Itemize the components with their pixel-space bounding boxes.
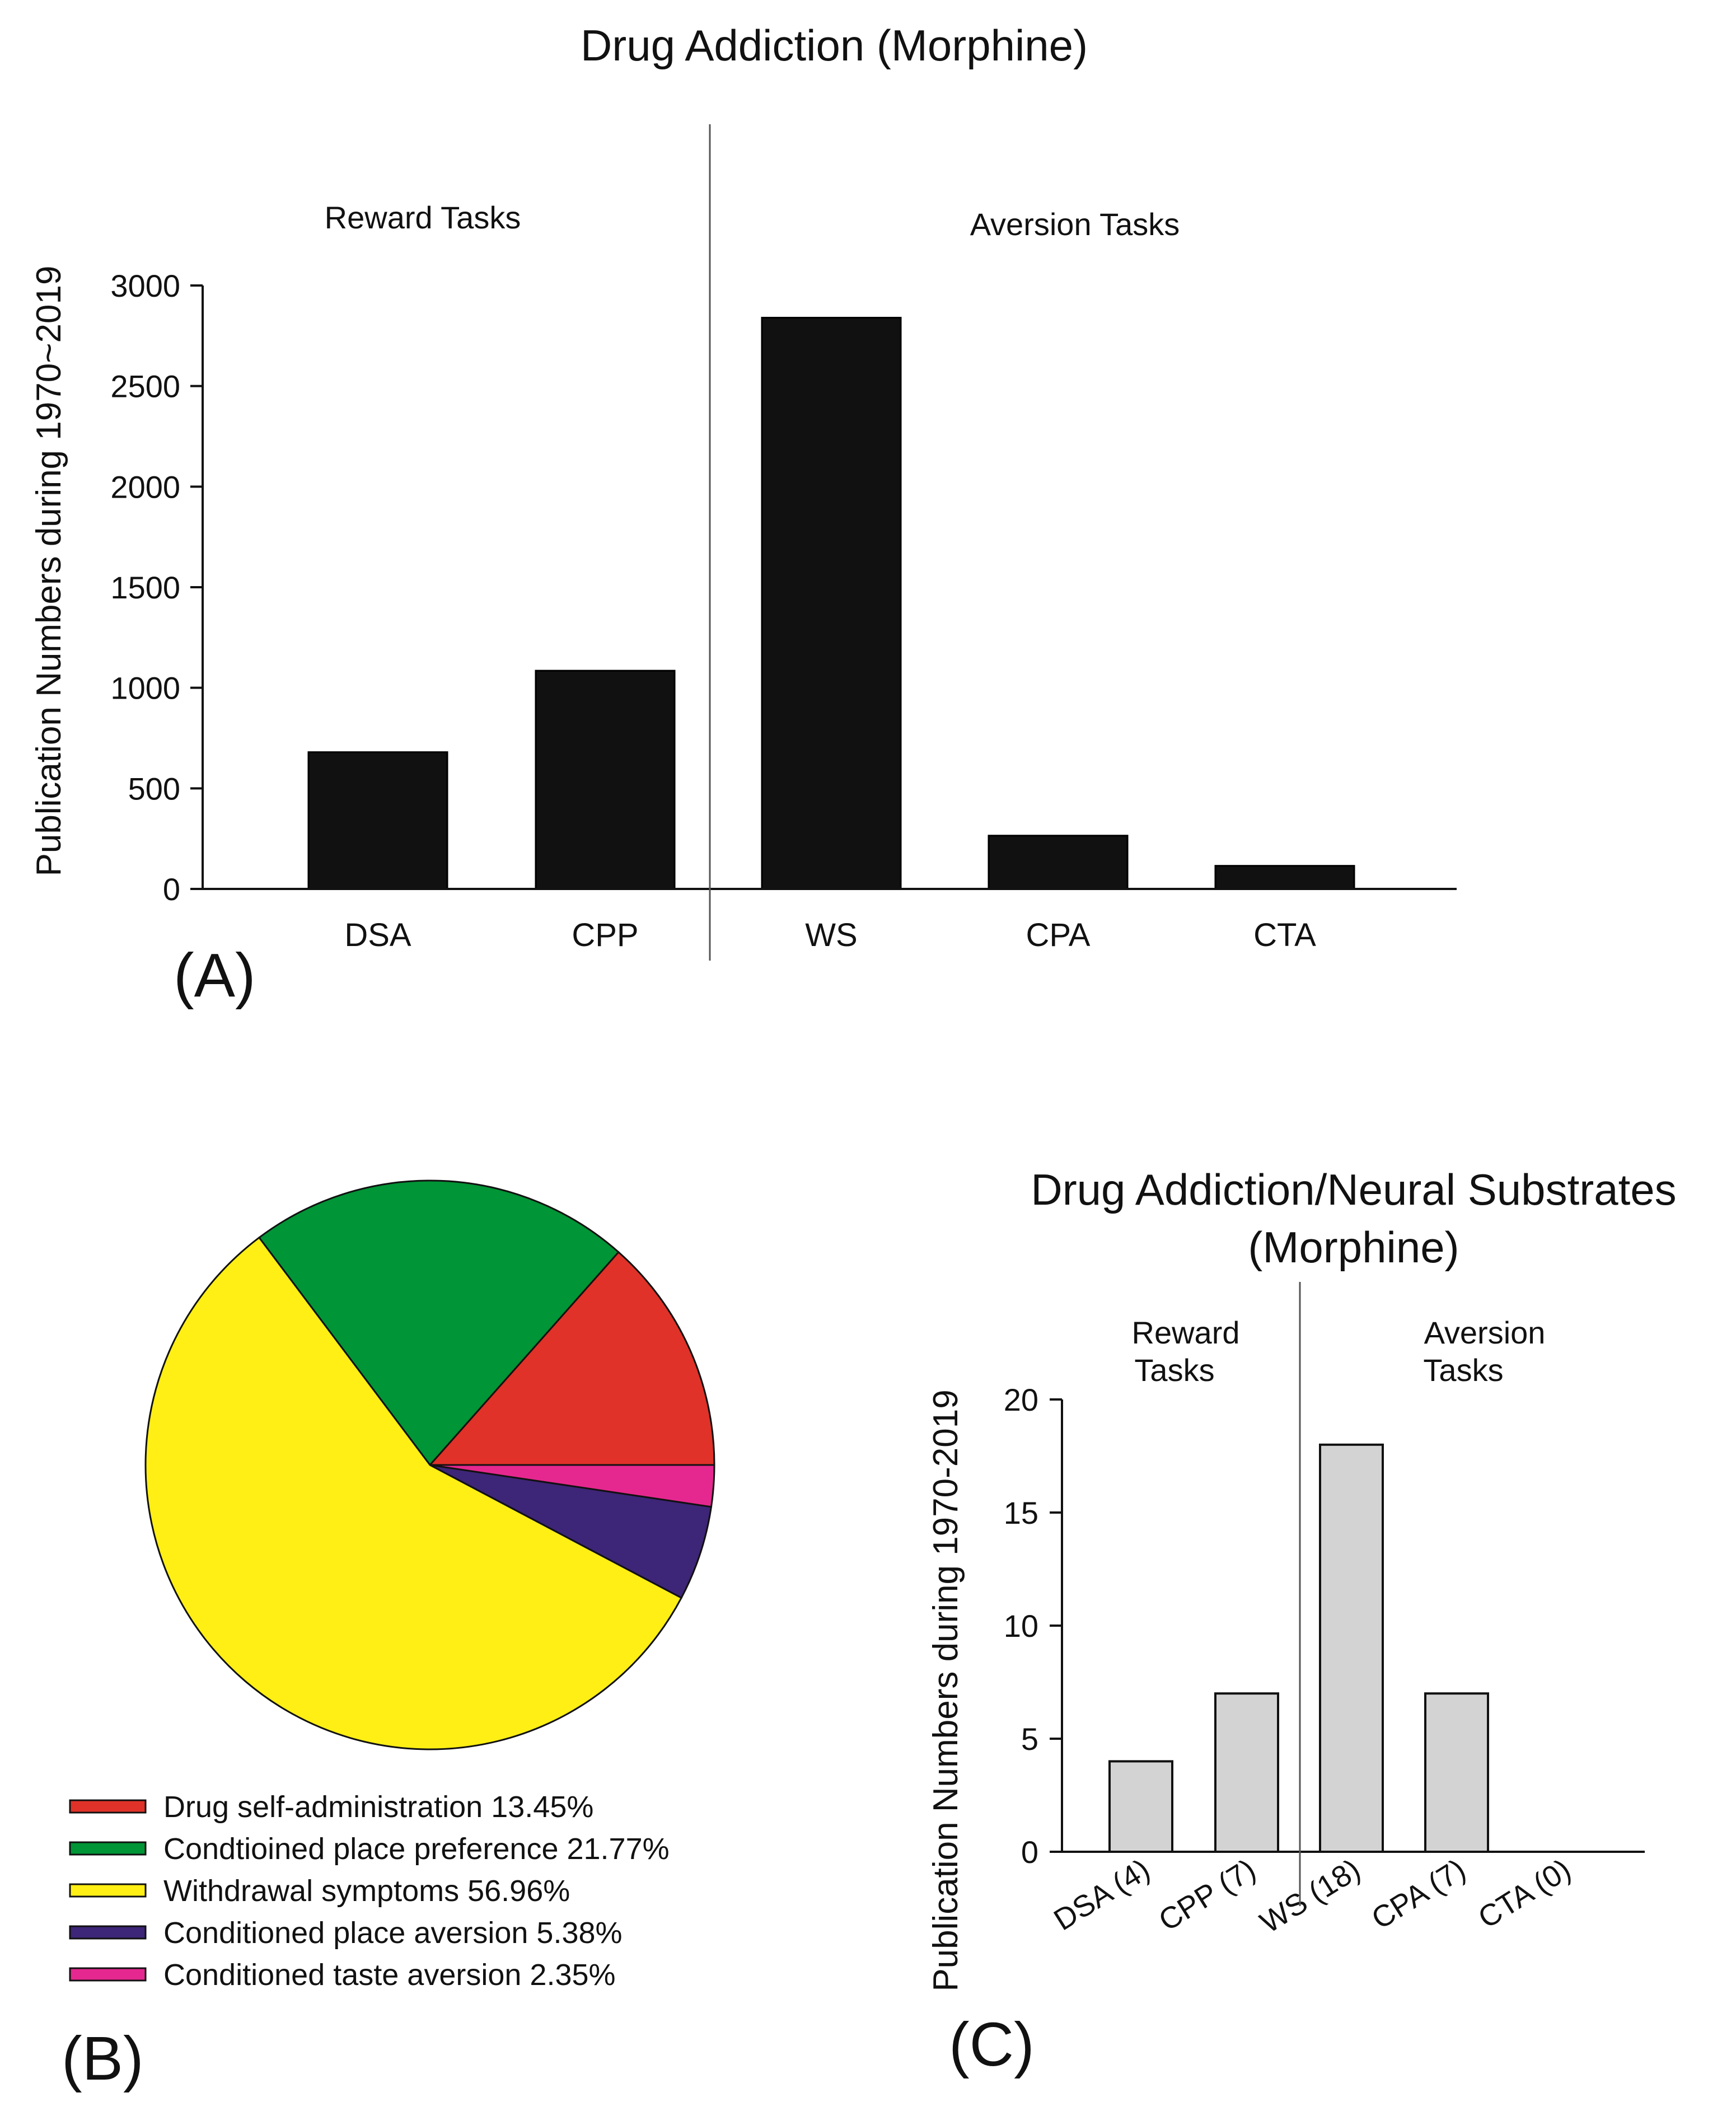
panel-b-slice-drug-self-administration <box>428 1251 715 1466</box>
panel-c-bar-dsa-4 <box>1108 1760 1173 1853</box>
panel-a-x-tick-label-dsa: DSA <box>344 917 411 953</box>
panel-b-legend: Drug self-administration 13.45% Condtioin… <box>69 1790 670 1992</box>
panel-b-legend-label: Condtioined place preference 21.77% <box>163 1832 670 1866</box>
panel-a-title: Drug Addiction (Morphine) <box>581 21 1088 70</box>
panel-b-pie-chart: Drug self-administration 13.45% Condtioin… <box>62 1179 715 2093</box>
panel-b-legend-label: Withdrawal symptoms 56.96% <box>163 1874 570 1908</box>
panel-a-bar-cpa <box>988 835 1129 890</box>
panel-a-y-tick-label: 500 <box>128 771 180 806</box>
panel-b-legend-swatch <box>69 1799 147 1814</box>
panel-a-y-ticks: 0 500 1000 1500 2000 2500 3000 <box>110 268 203 907</box>
panel-b-slices <box>144 1179 715 1750</box>
panel-c-bar-ws-18 <box>1319 1443 1384 1853</box>
panel-c-x-tick-label-cpa-7: CPA (7) <box>1366 1852 1472 1936</box>
panel-b-slice-withdrawal-symptoms <box>144 1236 683 1750</box>
panel-b-slice-conditioned-place-aversion <box>429 1464 713 1599</box>
panel-a-x-tick-labels: DSA CPP WS CPA CTA <box>344 917 1316 953</box>
panel-a-bar-chart: Drug Addiction (Morphine) Reward Tasks A… <box>30 21 1457 1010</box>
panel-a-y-tick-label: 3000 <box>110 268 180 303</box>
panel-b-label: (B) <box>62 2024 144 2093</box>
panel-c-label: (C) <box>949 2010 1035 2079</box>
panel-c-y-tick-label: 0 <box>1021 1834 1038 1870</box>
panel-b-legend-label: Conditioned place aversion 5.38% <box>163 1916 623 1950</box>
panel-a-group-label-aversion: Aversion Tasks <box>970 207 1180 242</box>
panel-a-bars <box>307 316 1355 890</box>
panel-c-group-label-reward-line1: Reward <box>1132 1315 1240 1350</box>
panel-a-y-tick-label: 1500 <box>110 570 180 605</box>
panel-a-y-tick-label: 0 <box>163 872 180 907</box>
panel-a-x-tick-label-cpp: CPP <box>572 917 638 953</box>
panel-c-subtitle: (Morphine) <box>1248 1223 1459 1272</box>
panel-a-bar-dsa <box>307 751 448 890</box>
panel-a-x-tick-label-ws: WS <box>805 917 857 953</box>
panel-b-legend-label: Conditioned taste aversion 2.35% <box>163 1958 616 1992</box>
panel-b-legend-swatch <box>69 1841 147 1856</box>
panel-c-y-axis-label: Publication Numbers during 1970-2019 <box>927 1389 965 1991</box>
panel-a-bar-cta <box>1214 865 1355 890</box>
panel-c-x-tick-label-cpp-7: CPP (7) <box>1153 1852 1262 1937</box>
panel-c-group-label-reward-line2: Tasks <box>1134 1352 1214 1388</box>
panel-a-bar-ws <box>761 316 902 890</box>
panel-b-legend-swatch <box>69 1883 147 1898</box>
panel-a-bar-cpp <box>535 670 676 890</box>
panel-a-label: (A) <box>174 941 256 1010</box>
panel-b-legend-swatch <box>69 1925 147 1940</box>
panel-c-y-tick-label: 10 <box>1004 1608 1038 1644</box>
panel-c-y-tick-label: 15 <box>1004 1495 1038 1530</box>
panel-c-x-tick-label-cta-0: CTA (0) <box>1472 1852 1576 1935</box>
panel-b-legend-label: Drug self-administration 13.45% <box>163 1790 593 1824</box>
panel-a-x-tick-label-cpa: CPA <box>1026 917 1091 953</box>
panel-c-x-tick-label-dsa-4: DSA (4) <box>1048 1852 1155 1937</box>
panel-a-y-axis-label: Publication Numbers during 1970~2019 <box>30 266 68 877</box>
panel-c-bars <box>1108 1443 1489 1853</box>
panel-c-y-tick-label: 20 <box>1004 1382 1038 1417</box>
panel-c-title: Drug Addiction/Neural Substrates <box>1031 1165 1676 1214</box>
panel-c-bar-cpa-7 <box>1424 1692 1489 1853</box>
panel-a-y-tick-label: 2500 <box>110 369 180 404</box>
panel-c-bar-cpp-7 <box>1214 1692 1279 1853</box>
panel-c-bar-chart: Drug Addiction/Neural Substrates (Morphi… <box>927 1165 1677 2079</box>
panel-a-group-label-reward: Reward Tasks <box>325 200 521 235</box>
panel-c-x-tick-label-ws-18: WS (18) <box>1255 1852 1367 1940</box>
panel-c-group-label-aversion-line2: Tasks <box>1423 1352 1503 1388</box>
panel-a-y-tick-label: 1000 <box>110 671 180 706</box>
panel-a-y-tick-label: 2000 <box>110 469 180 504</box>
panel-c-y-ticks: 0 5 10 15 20 <box>1004 1382 1062 1870</box>
panel-c-group-label-aversion-line1: Aversion <box>1424 1315 1546 1350</box>
panel-a-x-tick-label-cta: CTA <box>1253 917 1316 953</box>
panel-b-legend-swatch <box>69 1967 147 1982</box>
panel-b-slice-conditioned-taste-aversion <box>429 1464 715 1508</box>
panel-b-slice-condtioined-place-preference <box>258 1179 620 1467</box>
panel-c-x-tick-labels: DSA (4)CPP (7)WS (18) CPA (7) CTA (0) <box>1048 1852 1576 1940</box>
panel-c-y-tick-label: 5 <box>1021 1721 1038 1757</box>
